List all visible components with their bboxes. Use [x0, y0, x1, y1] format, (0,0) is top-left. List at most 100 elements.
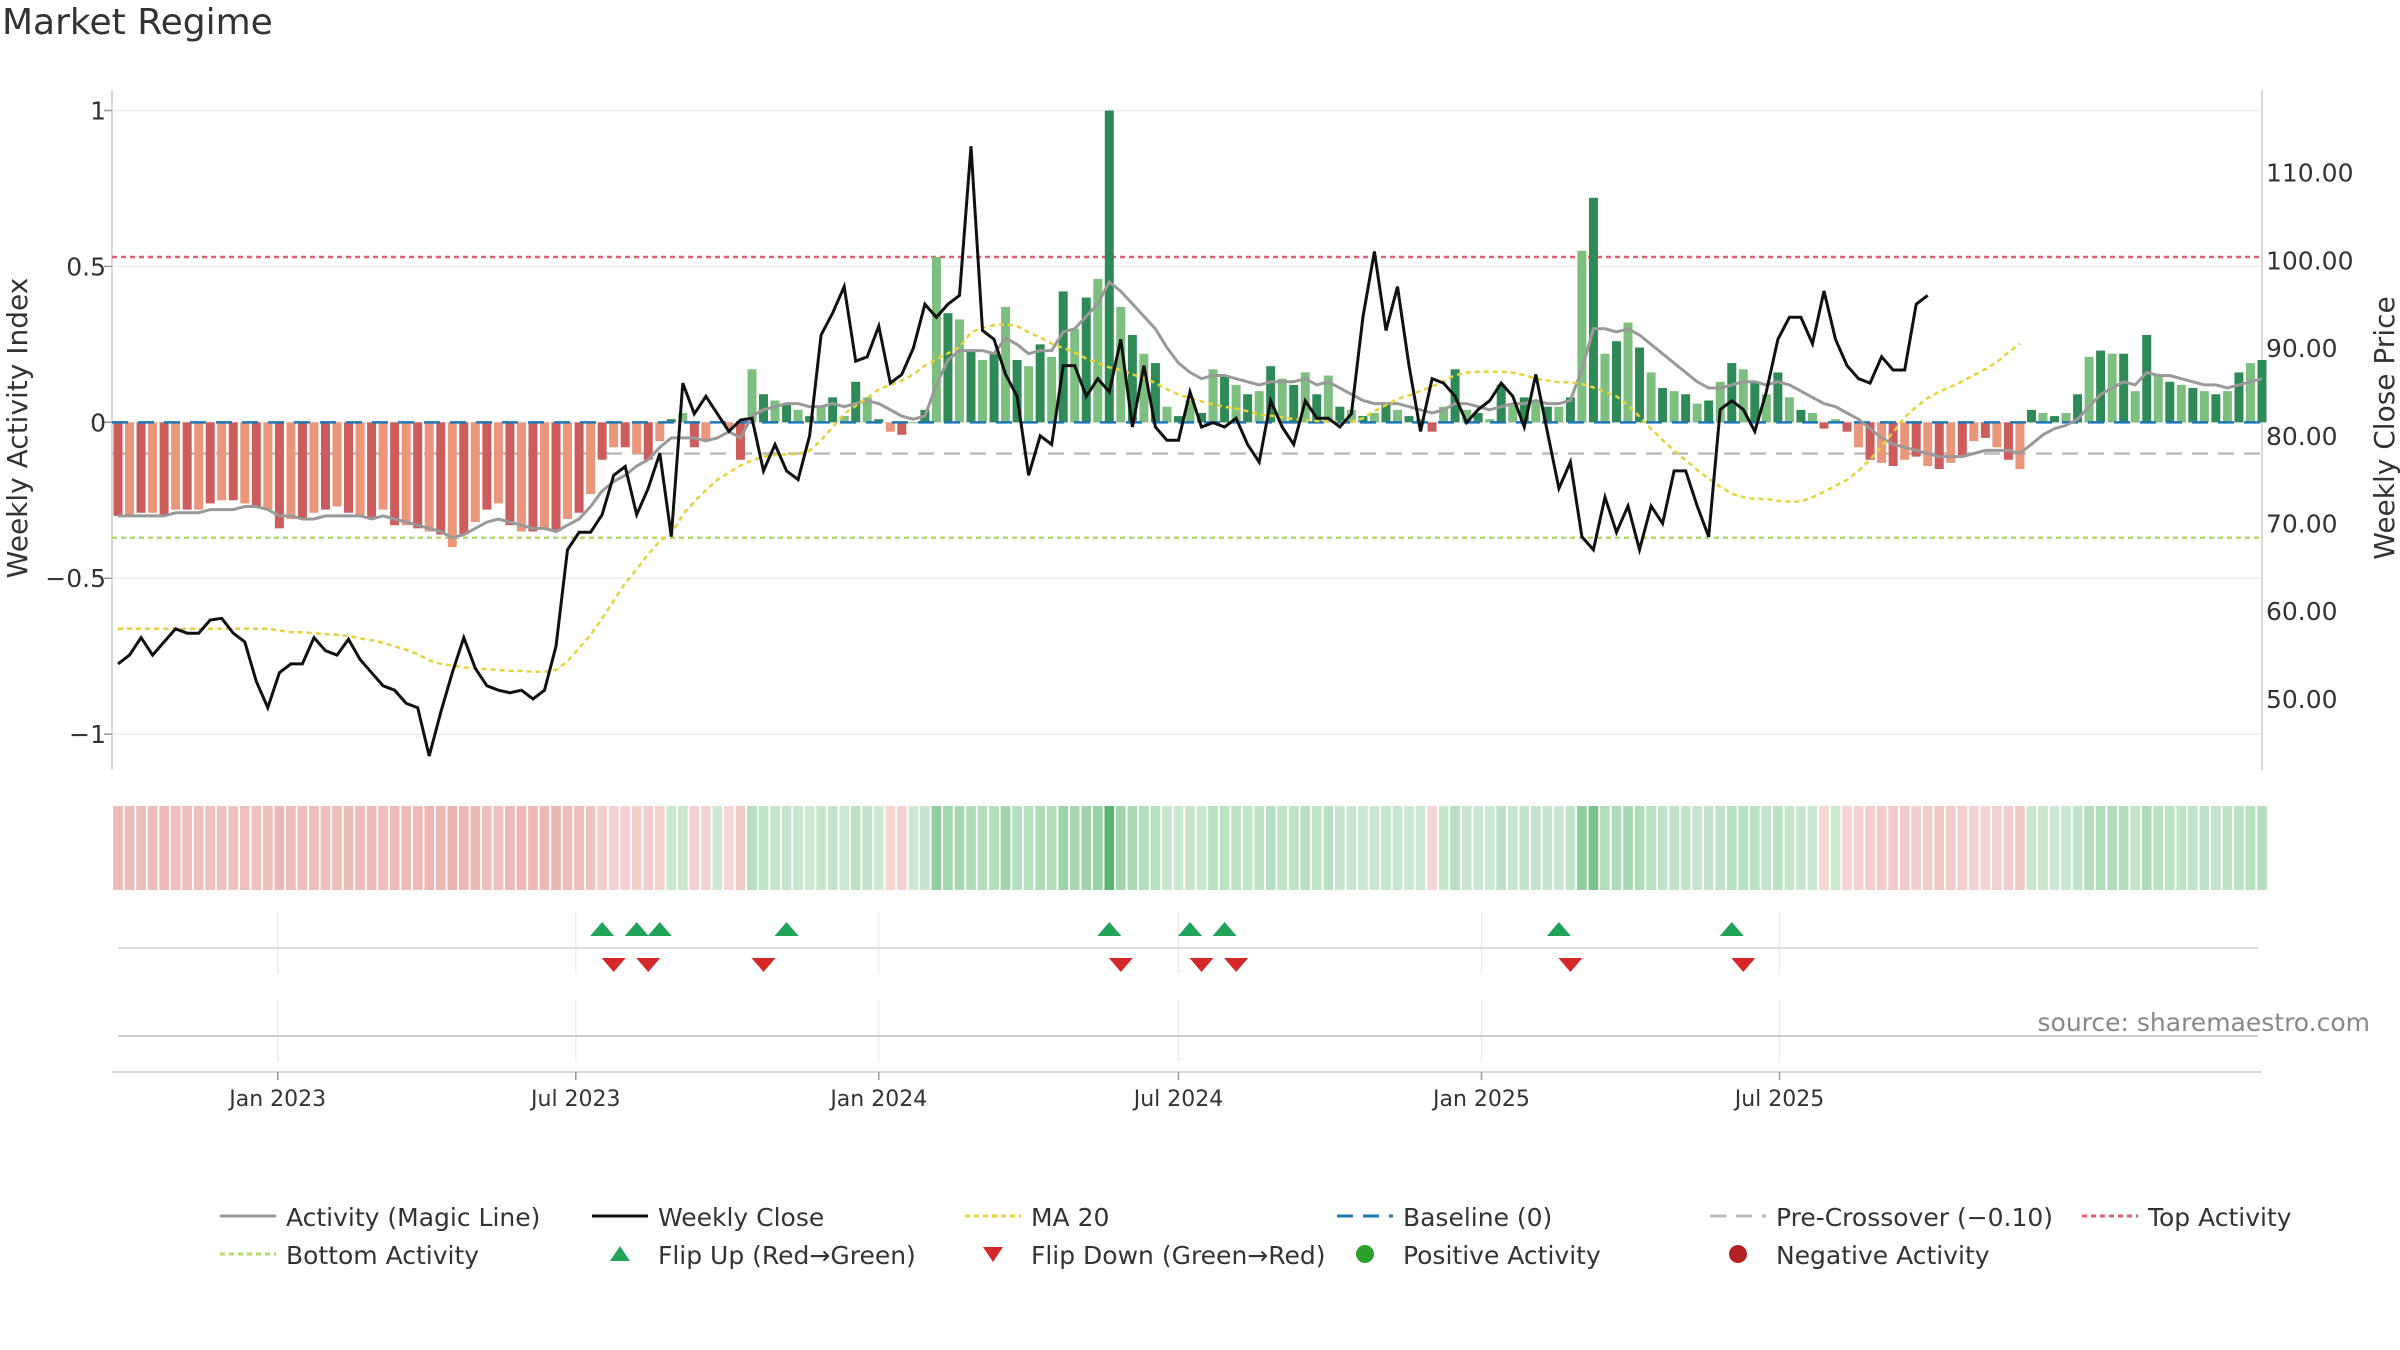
- regime-strip-cell: [1519, 806, 1530, 890]
- regime-strip-cell: [182, 806, 193, 890]
- right-tick-label: 70.00: [2266, 510, 2338, 539]
- legend-positive-activity-label: Positive Activity: [1402, 1241, 1601, 1270]
- regime-strip-cell: [1853, 806, 1864, 890]
- activity-bar: [1623, 322, 1633, 423]
- activity-bar: [528, 422, 538, 532]
- regime-strip-cell: [1669, 806, 1679, 890]
- legend-bottom-activity-swatch: [220, 1252, 276, 1256]
- activity-bar: [1127, 335, 1137, 423]
- activity-bar: [1831, 419, 1841, 423]
- activity-bar: [1877, 422, 1887, 463]
- activity-bar: [897, 422, 907, 435]
- regime-strip-cell: [966, 806, 976, 890]
- regime-strip-cell: [1139, 806, 1149, 890]
- activity-bar: [1197, 412, 1207, 423]
- regime-strip-cell: [1231, 806, 1241, 890]
- regime-strip-cell: [1530, 806, 1541, 890]
- activity-bar: [159, 422, 169, 516]
- regime-strip-cell: [1127, 806, 1138, 890]
- regime-strip-cell: [585, 806, 596, 890]
- legend-top-activity-swatch: [2082, 1214, 2138, 1218]
- regime-strip-cell: [2141, 806, 2152, 890]
- activity-bar: [724, 422, 734, 429]
- activity-bar: [1577, 250, 1587, 423]
- activity-bar: [2130, 391, 2140, 423]
- flip-down-marker: [1224, 958, 1249, 972]
- activity-bar: [263, 422, 273, 510]
- activity-bar: [1635, 347, 1645, 423]
- activity-bar: [1012, 359, 1022, 423]
- activity-bar: [1807, 412, 1817, 423]
- legend-ma20: MA 20: [963, 1203, 1109, 1232]
- regime-strip-cell: [1381, 806, 1391, 890]
- regime-strip-cell: [1623, 806, 1633, 890]
- activity-bar: [966, 350, 976, 423]
- regime-strip-cell: [1715, 806, 1726, 890]
- activity-bar: [1254, 391, 1264, 423]
- date-tick-label: Jan 2025: [1431, 1087, 1530, 1112]
- activity-bar: [1439, 406, 1449, 423]
- regime-strip-cell: [170, 806, 181, 890]
- right-axis-label: Weekly Close Price: [2368, 296, 2400, 559]
- regime-strip-cell: [1185, 806, 1195, 890]
- regime-strip-cell: [1358, 806, 1368, 890]
- activity-bar: [1646, 372, 1656, 423]
- regime-strip-cell: [885, 806, 896, 890]
- regime-strip-cell: [1162, 806, 1172, 890]
- regime-strip-cell: [1496, 806, 1507, 890]
- legend-ma20-label: MA 20: [1030, 1203, 1110, 1232]
- regime-strip-cell: [1450, 806, 1460, 890]
- activity-bar: [2073, 394, 2083, 423]
- activity-bar: [1531, 400, 1541, 423]
- regime-strip-cell: [1058, 806, 1069, 890]
- legend-negative-activity-swatch: [1729, 1245, 1747, 1263]
- activity-bar: [943, 313, 953, 423]
- legend-weekly-close-swatch: [592, 1214, 648, 1218]
- activity-bar: [1519, 397, 1529, 423]
- regime-strip-cell: [147, 806, 158, 890]
- activity-bar: [205, 422, 215, 504]
- activity-bar: [1934, 422, 1944, 470]
- regime-strip-cell: [1796, 806, 1806, 890]
- activity-bar: [574, 422, 584, 513]
- regime-strip-cell: [2072, 806, 2083, 890]
- activity-bar: [1854, 422, 1864, 448]
- regime-strip-cell: [689, 806, 700, 890]
- regime-strip-cell: [516, 806, 527, 890]
- activity-bar: [2199, 391, 2209, 423]
- activity-bar: [2245, 363, 2255, 423]
- regime-strip-cell: [666, 806, 677, 890]
- regime-strip-cell: [896, 806, 907, 890]
- activity-bar: [1727, 363, 1737, 423]
- activity-bar: [1508, 403, 1518, 423]
- regime-strip-cell: [1911, 806, 1922, 890]
- regime-strip-cell: [343, 806, 354, 890]
- regime-strip-cell: [2049, 806, 2060, 890]
- activity-bar: [447, 422, 457, 548]
- regime-strip-cell: [1957, 806, 1968, 890]
- activity-bar: [2096, 350, 2106, 423]
- activity-bar: [862, 397, 872, 423]
- regime-strip-cell: [378, 806, 388, 890]
- activity-bar: [747, 369, 757, 423]
- legend-ma20-swatch: [965, 1214, 1021, 1218]
- flip-up-marker: [774, 922, 799, 936]
- regime-strip-cell: [2164, 806, 2175, 890]
- regime-strip-cell: [2026, 806, 2037, 890]
- activity-bar: [1173, 416, 1183, 423]
- regime-strip-cell: [1254, 806, 1265, 890]
- regime-strip-cell: [1288, 806, 1299, 890]
- regime-strip-cell: [908, 806, 919, 890]
- activity-bar: [1473, 412, 1483, 423]
- flip-up-marker: [647, 922, 672, 936]
- activity-bar: [1658, 388, 1668, 423]
- activity-bar: [1024, 366, 1034, 423]
- activity-bar: [1243, 394, 1253, 423]
- regime-strip-cell: [1461, 806, 1472, 890]
- regime-strip-cell: [193, 806, 204, 890]
- flip-down-marker: [1189, 958, 1214, 972]
- left-tick-label: 0.5: [66, 252, 106, 281]
- activity-bar: [1150, 363, 1160, 423]
- regime-strip-cell: [1819, 806, 1829, 890]
- legend-pre-crossover-swatch: [1710, 1214, 1766, 1218]
